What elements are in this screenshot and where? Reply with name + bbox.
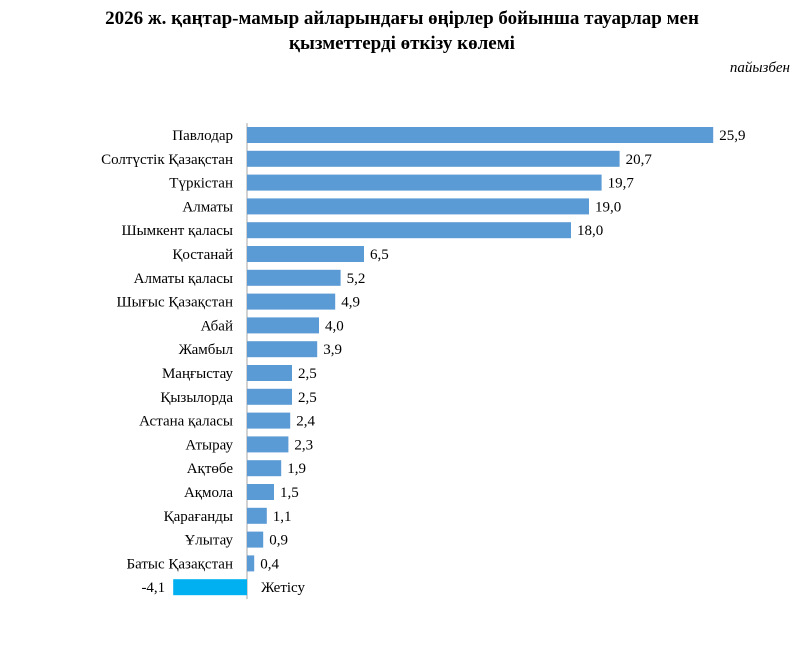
bar — [247, 269, 341, 286]
category-label: Алматы қаласы — [134, 271, 233, 287]
bar — [247, 484, 274, 500]
category-label: Атырау — [185, 437, 233, 453]
category-label: Абай — [201, 318, 233, 334]
category-label: Маңғыстау — [162, 366, 234, 382]
data-label: 0,4 — [260, 556, 279, 572]
category-label: Түркістан — [169, 176, 233, 192]
data-label: 20,7 — [626, 152, 653, 168]
category-label: Шымкент қаласы — [121, 223, 233, 239]
bar — [247, 460, 282, 477]
data-label: 0,9 — [269, 533, 288, 549]
category-label: Қостанай — [172, 247, 233, 263]
data-label: 2,3 — [294, 437, 313, 453]
bar — [247, 222, 571, 239]
chart-title-line-2: қызметтерді өткізу көлемі — [289, 33, 515, 54]
category-label: Ұлытау — [184, 533, 233, 549]
bar — [247, 246, 364, 262]
data-label: 1,1 — [273, 509, 292, 525]
bar — [247, 317, 319, 334]
bar — [247, 293, 336, 310]
bar — [247, 127, 714, 143]
chart-title-line-1: 2026 ж. қаңтар-мамыр айларындағы өңірлер… — [105, 8, 699, 29]
data-label: 5,2 — [347, 271, 366, 287]
bar — [247, 365, 292, 381]
category-label: Астана қаласы — [139, 414, 233, 430]
bar — [247, 198, 589, 215]
bar — [247, 174, 602, 191]
category-label: Қарағанды — [164, 509, 233, 525]
data-label: 25,9 — [719, 128, 745, 144]
category-label: Шығыс Қазақстан — [117, 295, 233, 311]
data-label: 2,4 — [296, 414, 315, 430]
bar — [247, 412, 291, 429]
category-label: Алматы — [182, 199, 233, 215]
category-label: Жамбыл — [179, 342, 234, 358]
category-label: Батыс Қазақстан — [126, 556, 233, 572]
bar — [247, 507, 267, 524]
bar — [247, 341, 318, 358]
category-label: Солтүстік Қазақстан — [101, 152, 233, 168]
data-label: 19,7 — [608, 176, 635, 192]
category-label: Павлодар — [172, 128, 233, 144]
data-label: 4,0 — [325, 318, 344, 334]
data-label: 2,5 — [298, 390, 317, 406]
category-label: Қызылорда — [160, 390, 233, 406]
data-label: 1,5 — [280, 485, 299, 501]
data-label: 19,0 — [595, 199, 621, 215]
data-label: 6,5 — [370, 247, 389, 263]
data-label: 1,9 — [287, 461, 306, 477]
unit-label: пайызбен — [729, 60, 790, 76]
chart-title: 2026 ж. қаңтар-мамыр айларындағы өңірлер… — [0, 6, 804, 56]
bar — [247, 555, 255, 572]
category-label: Ақмола — [184, 485, 233, 501]
category-label: Жетісу — [261, 580, 306, 596]
bar — [247, 150, 620, 167]
data-label: 4,9 — [341, 295, 360, 311]
data-label: 2,5 — [298, 366, 317, 382]
category-label: Ақтөбе — [187, 461, 234, 477]
bar — [247, 436, 289, 453]
data-label: -4,1 — [141, 580, 165, 596]
bar — [247, 388, 292, 405]
bar — [247, 531, 264, 548]
data-label: 18,0 — [577, 223, 603, 239]
bar — [173, 579, 247, 596]
data-label: 3,9 — [323, 342, 342, 358]
